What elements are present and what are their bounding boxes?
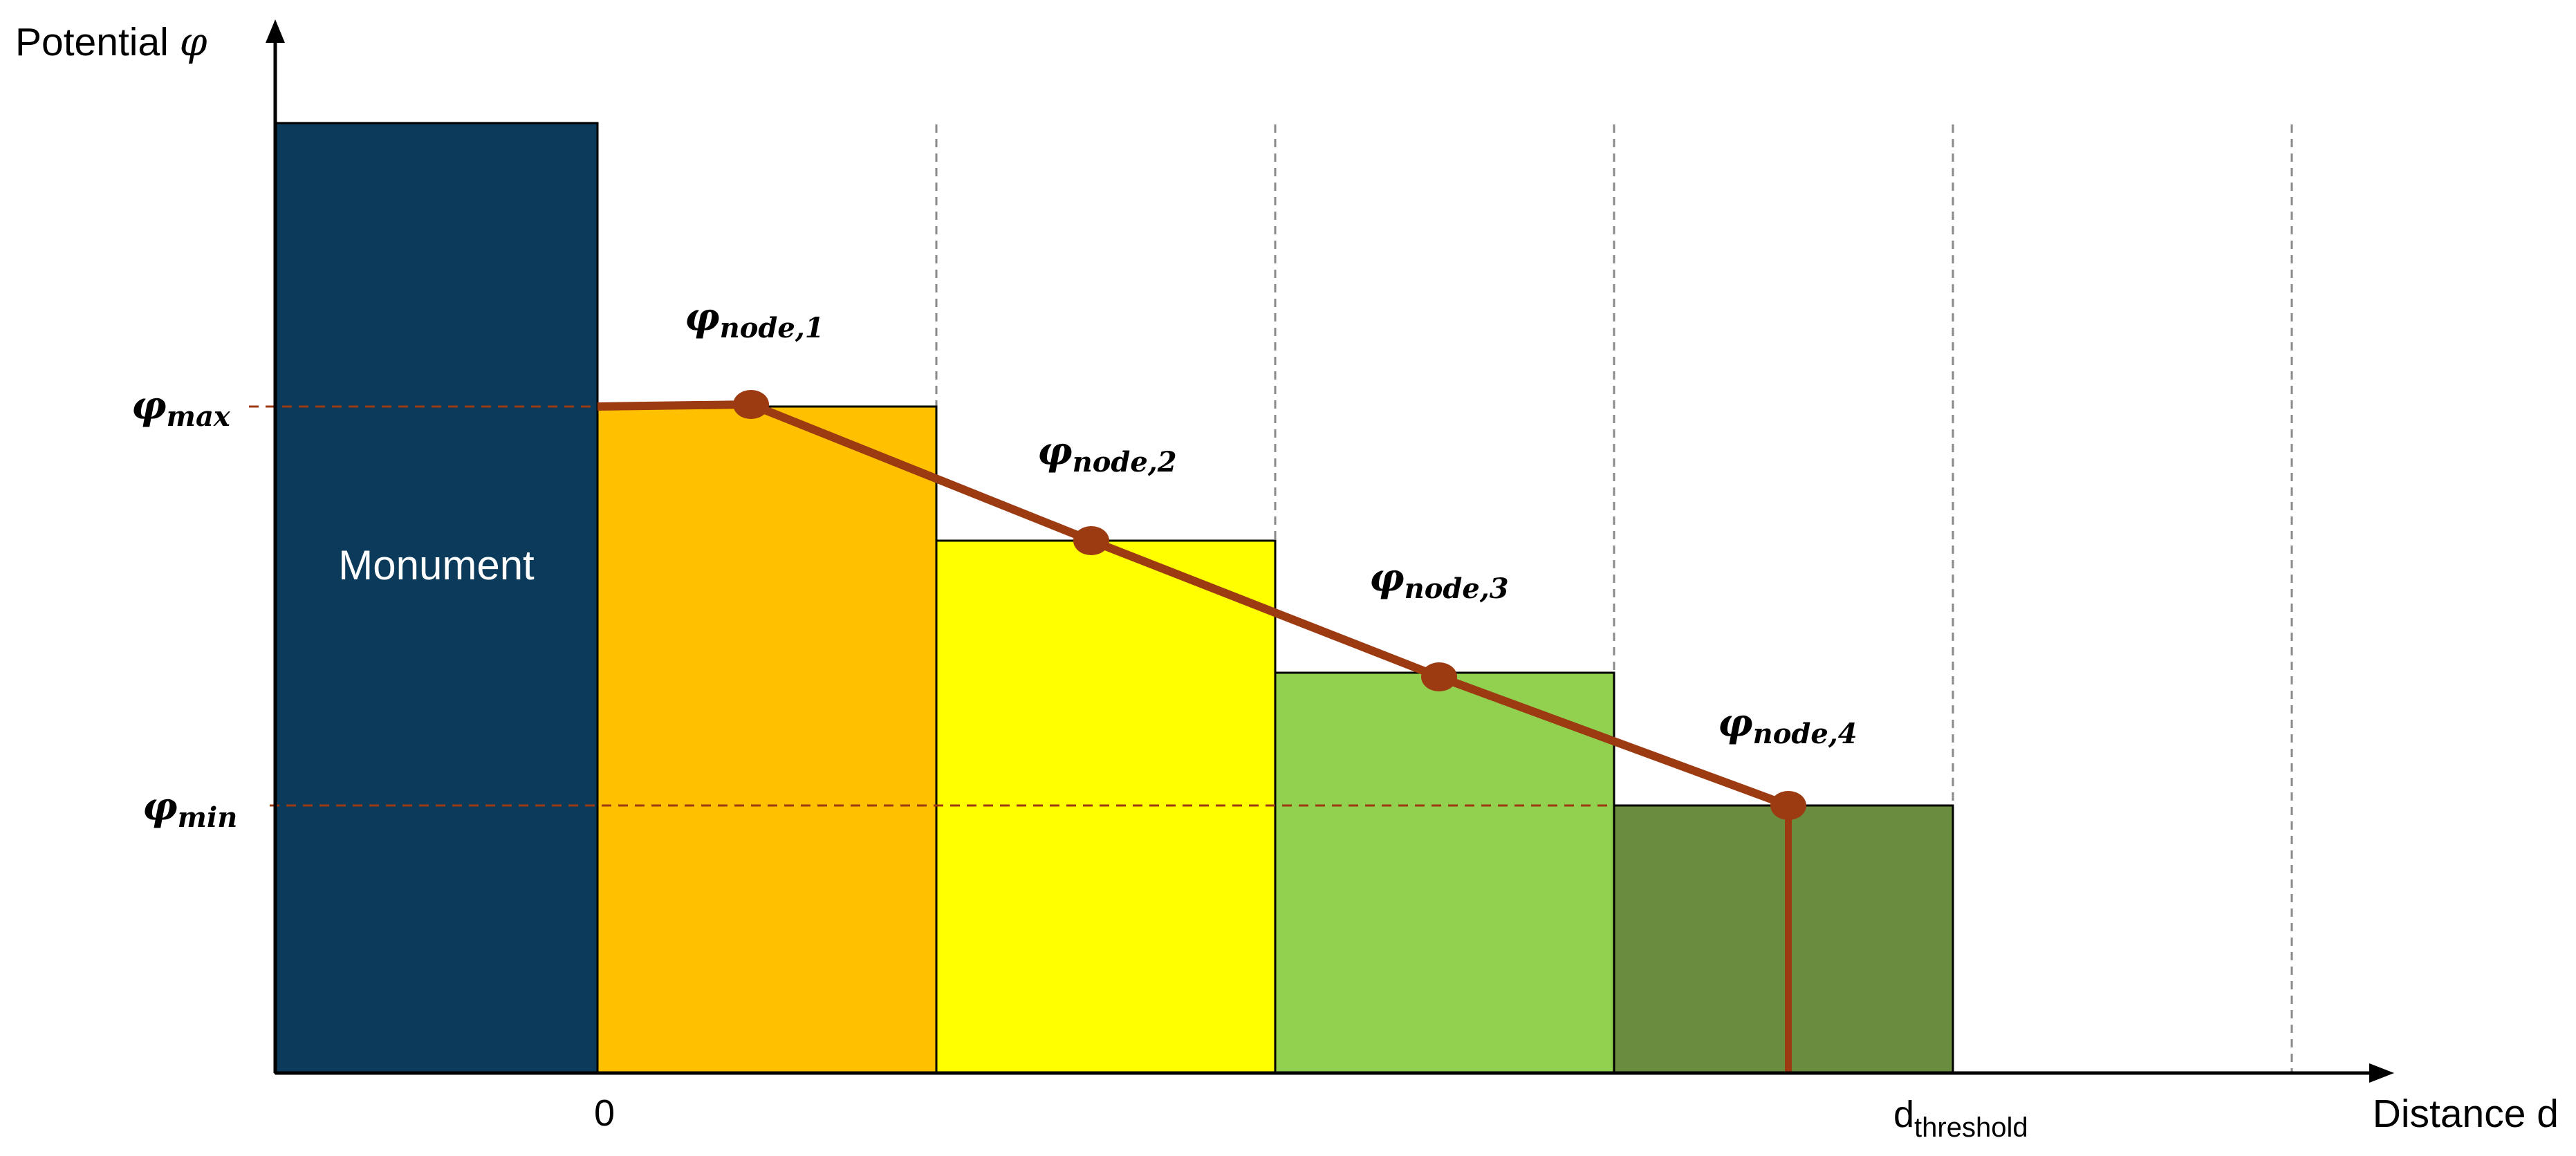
x-axis-label: Distance d <box>2373 1092 2559 1136</box>
zone-bar-3 <box>1274 671 1615 1074</box>
node-marker-2 <box>1073 526 1109 555</box>
y-axis-label: Potential φ <box>15 19 207 65</box>
y-axis-arrowhead <box>266 19 285 43</box>
monument-label: Monument <box>338 542 535 588</box>
node-label-4: φnode,4 <box>1718 700 1857 750</box>
phi-max-label: φmax <box>131 383 231 433</box>
threshold-tick-label: dthreshold <box>1893 1094 2028 1143</box>
zero-tick-label: 0 <box>594 1092 615 1134</box>
node-marker-1 <box>733 390 769 419</box>
node-label-1: φnode,1 <box>685 295 824 344</box>
phi-min-label: φmin <box>142 784 237 834</box>
zone-bar-1 <box>596 405 938 1074</box>
monument-block <box>274 122 599 1074</box>
node-label-3: φnode,3 <box>1369 555 1509 605</box>
node-marker-4 <box>1770 791 1806 820</box>
node-label-2: φnode,2 <box>1037 429 1177 478</box>
zone-bar-4 <box>1613 804 1954 1074</box>
zone-bar-2 <box>935 539 1277 1074</box>
x-axis-arrowhead <box>2369 1063 2394 1083</box>
node-marker-3 <box>1421 662 1457 691</box>
